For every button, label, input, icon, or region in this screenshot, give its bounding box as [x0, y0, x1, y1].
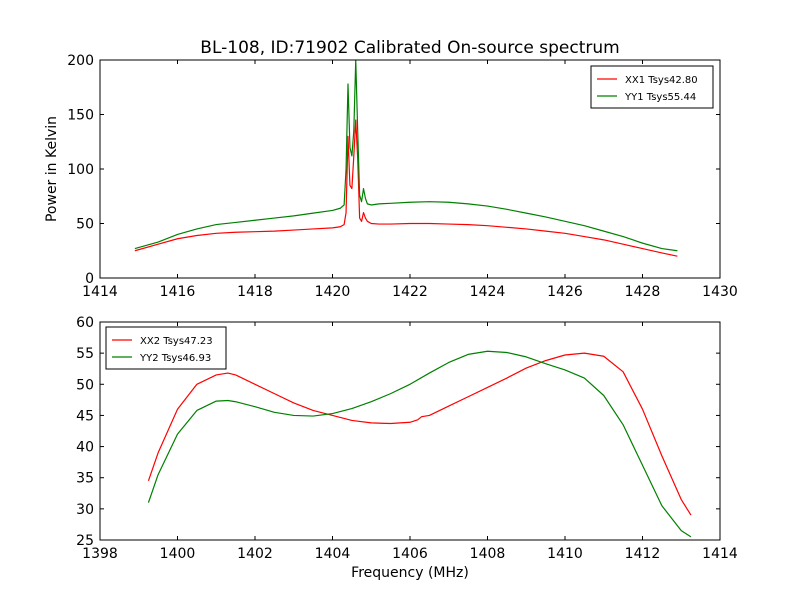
bottom-chart-x-tick-label: 1402 — [237, 546, 273, 562]
bottom-chart-y-tick-label: 35 — [76, 471, 94, 487]
top-chart-x-tick-label: 1422 — [392, 284, 428, 300]
bottom-chart-x-tick-label: 1404 — [315, 546, 351, 562]
top-chart-x-tick-label: 1428 — [625, 284, 661, 300]
bottom-chart-y-tick-label: 60 — [76, 315, 94, 331]
bottom-chart-series-line-2 — [147, 350, 692, 538]
top-chart-x-tick-label: 1424 — [470, 284, 506, 300]
top-chart-y-tick-label: 0 — [85, 271, 94, 287]
bottom-chart-y-tick-label: 50 — [76, 377, 94, 393]
bottom-chart-legend-label: YY2 Tsys46.93 — [139, 353, 211, 364]
bottom-chart-x-tick-label: 1412 — [625, 546, 661, 562]
top-chart-title: BL-108, ID:71902 Calibrated On-source sp… — [200, 38, 619, 58]
top-chart-y-tick-label: 100 — [67, 162, 94, 178]
bottom-chart-plot-area: 1398 1400 1402 1404 1406 1408 1410 1412 1414 25 30… — [76, 315, 738, 562]
bottom-chart-y-tick-label: 40 — [76, 440, 94, 456]
top-chart-plot-area: 1414 1416 1418 1420 1422 1424 1426 1428 1430 0 50 1… — [67, 53, 738, 300]
top-chart-y-tick-label: 200 — [67, 53, 94, 69]
top-chart-legend: XX1 Tsys42.80 YY1 Tsys55.44 — [590, 65, 714, 109]
bottom-chart-y-tick-label: 30 — [76, 502, 94, 518]
top-chart-y-tick-label: 50 — [76, 217, 94, 233]
top-chart-y-tick-label: 150 — [67, 108, 94, 124]
bottom-chart-legend: XX2 Tsys47.23 YY2 Tsys46.93 — [105, 326, 227, 370]
top-chart-x-tick-label: 1426 — [547, 284, 583, 300]
bottom-chart-x-tick-label: 1398 — [82, 546, 118, 562]
top-chart-y-axis-label: Power in Kelvin — [44, 116, 60, 222]
bottom-chart-x-tick-label: 1414 — [702, 546, 738, 562]
top-chart-x-tick-label: 1416 — [160, 284, 196, 300]
top-chart-x-tick-label: 1414 — [82, 284, 118, 300]
bottom-chart-series-line-1 — [147, 352, 692, 516]
top-chart-series-line-1 — [134, 119, 678, 257]
top-chart-legend-label: XX1 Tsys42.80 — [625, 75, 698, 86]
top-chart-series-line-2 — [134, 60, 678, 252]
bottom-chart-x-tick-label: 1408 — [470, 546, 506, 562]
bottom-chart-x-tick-label: 1400 — [160, 546, 196, 562]
bottom-chart-x-tick-label: 1410 — [547, 546, 583, 562]
bottom-chart-legend-label: XX2 Tsys47.23 — [140, 336, 213, 347]
top-chart-x-tick-label: 1420 — [315, 284, 351, 300]
top-chart-x-tick-label: 1430 — [702, 284, 738, 300]
bottom-chart-y-tick-label: 55 — [76, 346, 94, 362]
top-chart-x-tick-label: 1418 — [237, 284, 273, 300]
bottom-chart-y-tick-label: 45 — [76, 408, 94, 424]
bottom-chart-x-tick-label: 1406 — [392, 546, 428, 562]
bottom-chart-x-axis-label: Frequency (MHz) — [351, 565, 469, 581]
bottom-chart-y-tick-label: 25 — [76, 533, 94, 549]
top-chart-legend-label: YY1 Tsys55.44 — [624, 92, 696, 103]
